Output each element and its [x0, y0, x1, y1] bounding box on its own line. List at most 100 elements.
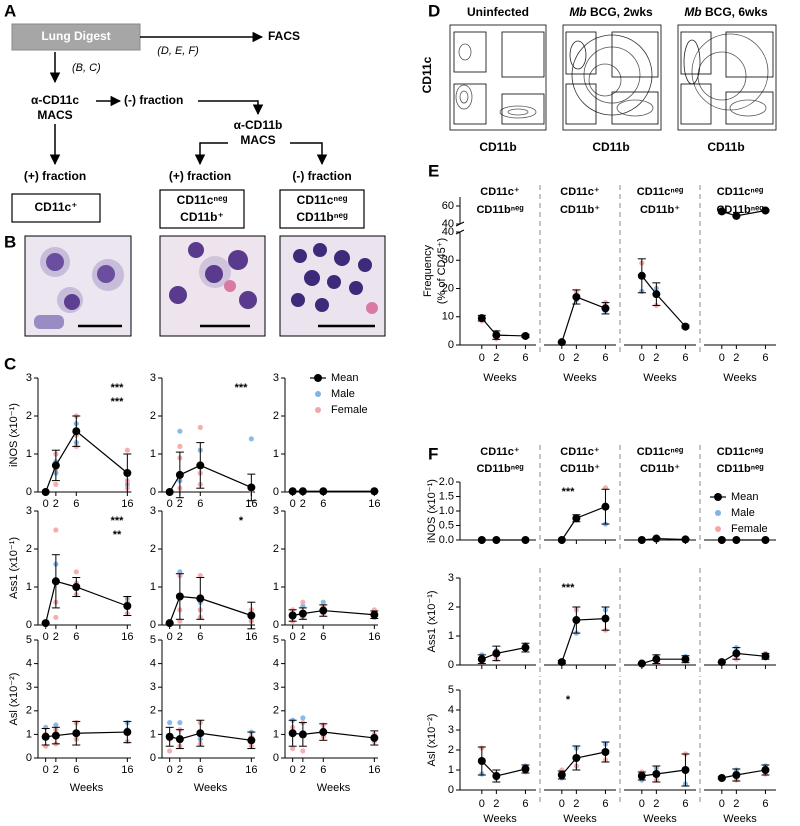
gate [565, 31, 597, 75]
data-point [177, 443, 183, 449]
mean-point [732, 211, 741, 220]
y-tick-label: 2 [150, 705, 156, 717]
y-tick-label: 1 [150, 581, 156, 593]
x-tick-label: 2 [300, 498, 306, 510]
mean-point [601, 748, 610, 756]
mean-point [175, 592, 184, 601]
mean-point [370, 733, 379, 742]
nucleus [327, 275, 341, 289]
mean-point [652, 770, 661, 778]
flow-title-italic: Mb [569, 5, 586, 19]
axis-break [455, 229, 465, 235]
y-tick-label: 0 [26, 752, 32, 764]
x-tick-label: 0 [639, 352, 645, 364]
mean-point [41, 619, 50, 628]
x-tick-label: 6 [762, 798, 768, 810]
x-axis-label: Weeks [643, 372, 677, 384]
mean-point [732, 649, 741, 658]
mean-line [561, 506, 606, 541]
mean-point [477, 757, 486, 765]
mean-point [681, 655, 690, 664]
panel-reference: (B, C) [72, 62, 101, 74]
mean-point [319, 728, 328, 737]
x-tick-label: 16 [368, 764, 380, 776]
mean-point [761, 536, 770, 544]
x-axis-label: Weeks [194, 782, 228, 794]
mean-line [45, 731, 128, 738]
group-title: CD11b⁺ [640, 463, 680, 475]
contour [458, 43, 472, 61]
y-tick-label: 2 [150, 410, 156, 422]
x-axis-label: Weeks [563, 813, 597, 825]
y-tick-label: 3 [150, 681, 156, 693]
mean-line [641, 275, 686, 328]
y-tick-label: 5 [26, 634, 32, 646]
data-point [167, 748, 173, 754]
y-tick-label: 1 [150, 448, 156, 460]
x-tick-label: 6 [602, 352, 608, 364]
y-tick-label: 2 [448, 744, 454, 756]
gate [680, 83, 712, 125]
nucleus [293, 249, 307, 263]
flow-plots: Uninfected Mb BCG, 2wks Mb BCG, 6wks CD1… [420, 5, 777, 154]
flow-title: Mb BCG, 2wks [569, 5, 653, 19]
x-axis-label: Weeks [483, 813, 517, 825]
contour [729, 99, 767, 117]
group-title: CD11b⁺ [640, 204, 680, 216]
x-axis-label: Weeks [723, 372, 757, 384]
mean-point [370, 610, 379, 619]
y-tick-label: 40 [442, 226, 454, 238]
x-tick-label: 6 [197, 631, 203, 643]
contour [499, 105, 537, 119]
group-title: CD11c⁺ [480, 186, 520, 198]
mean-point [557, 536, 566, 544]
x-tick-label: 6 [197, 764, 203, 776]
x-tick-label: 2 [177, 498, 183, 510]
mean-point [123, 602, 132, 610]
x-tick-label: 2 [653, 798, 659, 810]
flow-title: Uninfected [467, 5, 529, 19]
legend-label: Female [331, 404, 368, 416]
arrow [198, 100, 264, 116]
panel-label: D [428, 1, 440, 20]
arrow [194, 142, 228, 166]
flow-x-label: CD11b [592, 140, 629, 154]
nucleus [188, 242, 204, 258]
macs-step: MACS [240, 133, 275, 147]
group-title: CD11c⁺ [560, 186, 600, 198]
significance-label: ** [113, 529, 122, 541]
flow-frame [677, 24, 777, 131]
mean-point [123, 469, 132, 477]
data-point [300, 599, 306, 605]
x-tick-label: 6 [682, 798, 688, 810]
flow-title-rest: BCG, 2wks [590, 5, 653, 19]
y-tick-label: 0 [150, 752, 156, 764]
y-tick-label: 2 [26, 410, 32, 422]
data-point [300, 748, 306, 754]
x-tick-label: 0 [559, 352, 565, 364]
x-axis-label: Weeks [643, 813, 677, 825]
panel-label: E [428, 161, 439, 180]
mean-point [41, 732, 50, 741]
mean-point [557, 771, 566, 779]
x-tick-label: 16 [121, 631, 133, 643]
mean-line [45, 580, 128, 624]
data-point [177, 720, 183, 726]
legend-label: Male [731, 507, 755, 519]
x-tick-label: 6 [320, 631, 326, 643]
x-tick-label: 6 [602, 798, 608, 810]
panel-label: B [4, 232, 16, 251]
x-tick-label: 2 [53, 764, 59, 776]
gate [725, 31, 774, 78]
y-tick-label: 1 [448, 630, 454, 642]
legend-marker [315, 391, 321, 397]
mean-point [196, 729, 205, 738]
population-label: CD11cⁿᵉᵍ [297, 193, 348, 207]
x-tick-label: 16 [121, 764, 133, 776]
nucleus [334, 250, 350, 266]
data-point [53, 481, 59, 487]
y-axis-label: iNOS (x10⁻¹) [8, 403, 20, 467]
group-title: CD11bⁿᵉᵍ [716, 463, 764, 475]
flow-x-label: CD11b [707, 140, 744, 154]
mean-line [169, 595, 252, 624]
